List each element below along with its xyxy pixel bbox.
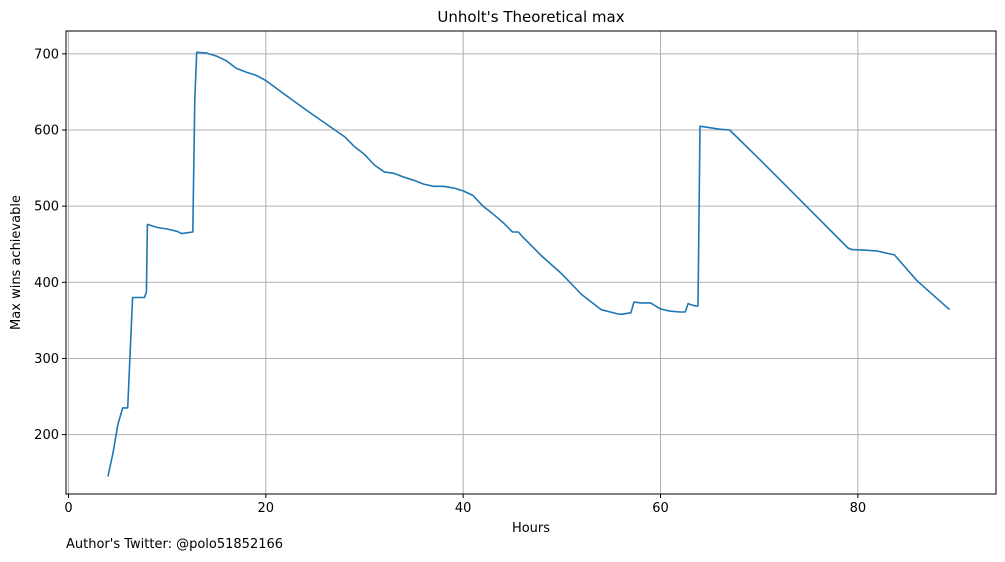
- y-tick-label: 700: [34, 47, 59, 62]
- y-tick-label: 600: [34, 123, 59, 138]
- x-tick-label: 20: [258, 501, 275, 516]
- footer-credit: Author's Twitter: @polo51852166: [66, 537, 284, 552]
- y-tick-label: 400: [34, 276, 59, 291]
- y-axis-label: Max wins achievable: [9, 195, 24, 330]
- y-tick-label: 200: [34, 428, 59, 443]
- series-line: [107, 51, 951, 477]
- x-tick-label: 0: [64, 501, 72, 516]
- plot-area: [107, 51, 951, 477]
- y-tick-label: 300: [34, 352, 59, 367]
- x-tick-label: 60: [652, 501, 669, 516]
- x-tick-label: 80: [850, 501, 867, 516]
- y-tick-label: 500: [34, 200, 59, 215]
- x-tick-label: 40: [455, 501, 472, 516]
- chart-title: Unholt's Theoretical max: [437, 8, 624, 26]
- x-axis-label: Hours: [512, 521, 550, 536]
- axis-ticks: 0 20 40 60 80 200 300 400 500 600 700: [34, 47, 866, 516]
- grid: [66, 31, 996, 494]
- plot-frame: [65, 30, 997, 495]
